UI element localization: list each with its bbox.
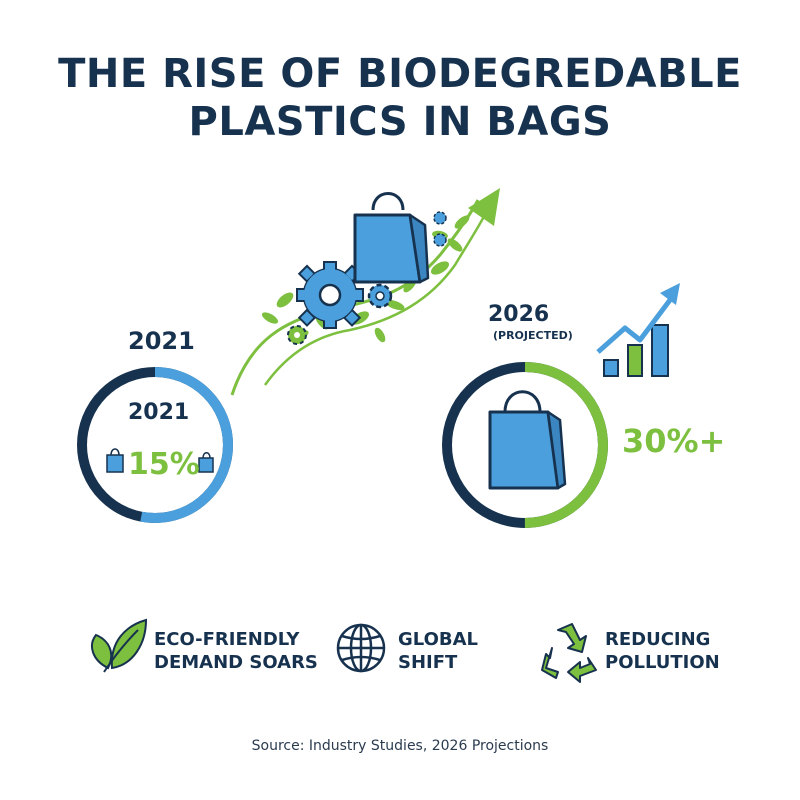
source-note: Source: Industry Studies, 2026 Projectio… [251, 738, 549, 754]
title-line-1: THE RISE OF BIODEGREDABLE [58, 51, 742, 97]
start-year-label: 2021 [128, 327, 195, 355]
leaf-icon [91, 618, 148, 673]
end-value-label: 30%+ [622, 422, 726, 460]
feature-eco-friendly: ECO-FRIENDLY DEMAND SOARS [154, 628, 318, 674]
small-bag-icon-right [198, 452, 214, 473]
title-line-2: PLASTICS IN BAGS [188, 99, 612, 145]
feature-line-2: DEMAND SOARS [154, 652, 318, 673]
page-title: THE RISE OF BIODEGREDABLE PLASTICS IN BA… [0, 50, 800, 146]
feature-line-1: ECO-FRIENDLY [154, 629, 300, 650]
ring-2021 [77, 367, 233, 523]
feature-line-2: POLLUTION [605, 652, 720, 673]
ring-year-label: 2021 [128, 400, 190, 425]
feature-line-2: SHIFT [398, 652, 458, 673]
ring-2026 [442, 362, 608, 528]
start-value-label: 15% [128, 447, 200, 482]
recycle-icon [541, 623, 597, 683]
gear-icon [296, 261, 364, 329]
bar-chart-icon [596, 283, 680, 377]
small-gear-icon [287, 211, 447, 345]
shopping-bag-icon-2026 [488, 390, 567, 490]
feature-global-shift: GLOBAL SHIFT [398, 628, 478, 674]
end-year-label: 2026 [488, 302, 550, 327]
small-bag-icon-left [106, 448, 124, 473]
projected-label: (PROJECTED) [493, 329, 573, 342]
globe-icon [336, 623, 386, 673]
feature-line-1: GLOBAL [398, 629, 479, 650]
shopping-bag-icon [353, 192, 430, 284]
feature-line-1: REDUCING [605, 629, 711, 650]
feature-reducing-pollution: REDUCING POLLUTION [605, 628, 720, 674]
